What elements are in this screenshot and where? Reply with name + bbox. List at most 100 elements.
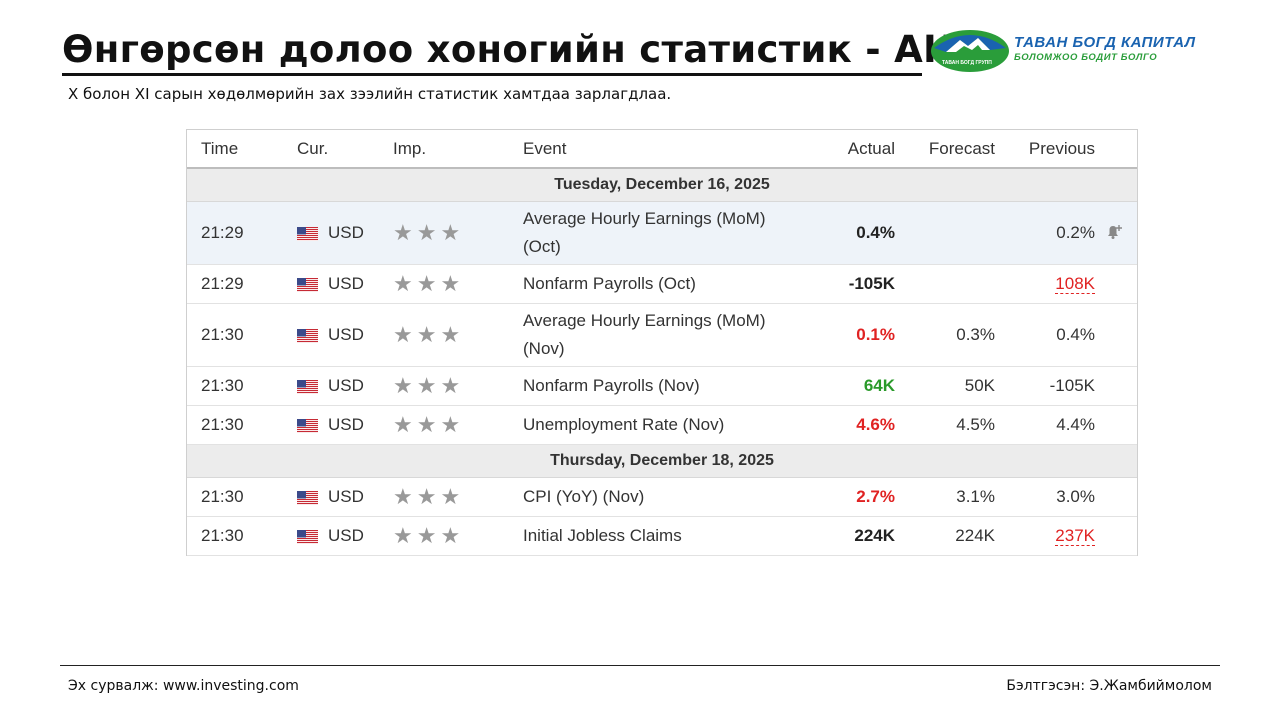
previous-value: 0.2% <box>1056 223 1095 242</box>
previous-value: 0.4% <box>1056 325 1095 344</box>
event-name[interactable]: Unemployment Rate (Nov) <box>523 415 725 434</box>
star-icon: ★ <box>416 220 437 245</box>
importance-stars: ★ ★ ★ <box>393 486 523 508</box>
star-icon: ★ <box>416 322 437 347</box>
star-icon: ★ <box>416 271 437 296</box>
bell-plus-icon[interactable] <box>1105 222 1125 240</box>
col-forecast[interactable]: Forecast <box>928 138 995 158</box>
us-flag-icon <box>297 328 318 343</box>
event-name[interactable]: Average Hourly Earnings (MoM) (Oct) <box>523 209 766 256</box>
event-name[interactable]: Average Hourly Earnings (MoM) (Nov) <box>523 311 766 358</box>
event-time: 21:30 <box>201 415 244 434</box>
footer-divider <box>60 665 1220 666</box>
star-icon: ★ <box>393 271 413 296</box>
forecast-value: 3.1% <box>956 487 995 506</box>
forecast-value: 50K <box>964 376 995 395</box>
event-time: 21:29 <box>201 274 244 293</box>
day-header: Thursday, December 18, 2025 <box>187 445 1137 478</box>
star-icon: ★ <box>393 484 413 509</box>
us-flag-icon <box>297 490 318 505</box>
actual-value: 224K <box>854 526 895 545</box>
day-header: Tuesday, December 16, 2025 <box>187 169 1137 202</box>
col-importance[interactable]: Imp. <box>393 138 427 158</box>
currency-code: USD <box>328 415 364 434</box>
previous-value[interactable]: 237K <box>1055 526 1095 546</box>
currency-code: USD <box>328 274 364 293</box>
us-flag-icon <box>297 226 318 241</box>
importance-stars: ★ ★ ★ <box>393 273 523 295</box>
table-row[interactable]: 21:30 USD ★ ★ ★ Initial Jobless Claims 224K 224… <box>187 517 1137 556</box>
star-icon: ★ <box>393 220 413 245</box>
event-time: 21:30 <box>201 487 244 506</box>
mountain-logo-icon <box>931 30 1009 72</box>
footer-author: Бэлтгэсэн: Э.Жамбиймолом <box>1006 678 1212 694</box>
event-time: 21:30 <box>201 376 244 395</box>
us-flag-icon <box>297 379 318 394</box>
economic-calendar-table: Time Cur. Imp. Event Actual Forecast Pre… <box>186 129 1138 556</box>
star-icon: ★ <box>393 373 413 398</box>
event-time: 21:29 <box>201 223 244 242</box>
col-time[interactable]: Time <box>201 138 239 158</box>
actual-value: 4.6% <box>856 415 895 434</box>
star-icon: ★ <box>440 484 461 509</box>
page-title: Өнгөрсөн долоо хоногийн статистик - АНУ <box>62 28 984 71</box>
page-subtitle: X болон XI сарын хөдөлмөрийн зах зээлийн… <box>68 85 672 103</box>
actual-value: -105K <box>848 274 895 293</box>
event-name[interactable]: CPI (YoY) (Nov) <box>523 487 645 506</box>
star-icon: ★ <box>416 412 437 437</box>
table-row[interactable]: 21:30 USD ★ ★ ★ Nonfarm Payrolls (Nov) 64K 50K -… <box>187 367 1137 406</box>
table-row[interactable]: 21:30 USD ★ ★ ★ CPI (YoY) (Nov) 2.7% 3.1% 3.0% <box>187 478 1137 517</box>
importance-stars: ★ ★ ★ <box>393 324 523 346</box>
forecast-value: 4.5% <box>956 415 995 434</box>
table-row[interactable]: 21:30 USD ★ ★ ★ Unemployment Rate (Nov) 4.6% 4.… <box>187 406 1137 445</box>
star-icon: ★ <box>440 412 461 437</box>
forecast-value: 224K <box>955 526 995 545</box>
table-row[interactable]: 21:29 USD ★ ★ ★ Nonfarm Payrolls (Oct) -105K 10… <box>187 265 1137 304</box>
table-header: Time Cur. Imp. Event Actual Forecast Pre… <box>187 130 1137 169</box>
star-icon: ★ <box>393 322 413 347</box>
col-currency[interactable]: Cur. <box>297 138 329 158</box>
title-underline <box>62 73 922 76</box>
col-actual[interactable]: Actual <box>847 138 895 158</box>
previous-value: 4.4% <box>1056 415 1095 434</box>
actual-value: 0.1% <box>856 325 895 344</box>
actual-value: 2.7% <box>856 487 895 506</box>
actual-value: 0.4% <box>856 223 895 242</box>
event-name[interactable]: Nonfarm Payrolls (Oct) <box>523 274 696 293</box>
logo-mini-text: ТАВАН БОГД ГРУПП <box>942 60 992 66</box>
logo-name: ТАВАН БОГД КАПИТАЛ <box>1014 34 1196 51</box>
actual-value: 64K <box>863 376 895 395</box>
logo-slogan: БОЛОМЖОО БОДИТ БОЛГО <box>1014 52 1158 63</box>
event-time: 21:30 <box>201 526 244 545</box>
star-icon: ★ <box>416 373 437 398</box>
importance-stars: ★ ★ ★ <box>393 222 523 244</box>
currency-code: USD <box>328 526 364 545</box>
star-icon: ★ <box>440 220 461 245</box>
star-icon: ★ <box>440 373 461 398</box>
col-previous[interactable]: Previous <box>1028 138 1095 158</box>
star-icon: ★ <box>416 484 437 509</box>
star-icon: ★ <box>393 412 413 437</box>
star-icon: ★ <box>440 322 461 347</box>
event-name[interactable]: Nonfarm Payrolls (Nov) <box>523 376 700 395</box>
currency-code: USD <box>328 223 364 242</box>
forecast-value: 0.3% <box>956 325 995 344</box>
importance-stars: ★ ★ ★ <box>393 525 523 547</box>
previous-value[interactable]: 108K <box>1055 274 1095 294</box>
star-icon: ★ <box>440 271 461 296</box>
importance-stars: ★ ★ ★ <box>393 414 523 436</box>
table-row[interactable]: 21:29 USD ★ ★ ★ Average Hourly Earnings (MoM)… <box>187 202 1137 265</box>
col-event[interactable]: Event <box>523 138 567 158</box>
footer-source: Эх сурвалж: www.investing.com <box>68 678 299 694</box>
us-flag-icon <box>297 277 318 292</box>
event-name[interactable]: Initial Jobless Claims <box>523 526 682 545</box>
currency-code: USD <box>328 325 364 344</box>
currency-code: USD <box>328 376 364 395</box>
importance-stars: ★ ★ ★ <box>393 375 523 397</box>
previous-value: 3.0% <box>1056 487 1095 506</box>
previous-value: -105K <box>1049 376 1095 395</box>
star-icon: ★ <box>440 523 461 548</box>
star-icon: ★ <box>416 523 437 548</box>
star-icon: ★ <box>393 523 413 548</box>
table-row[interactable]: 21:30 USD ★ ★ ★ Average Hourly Earnings (MoM)… <box>187 304 1137 367</box>
